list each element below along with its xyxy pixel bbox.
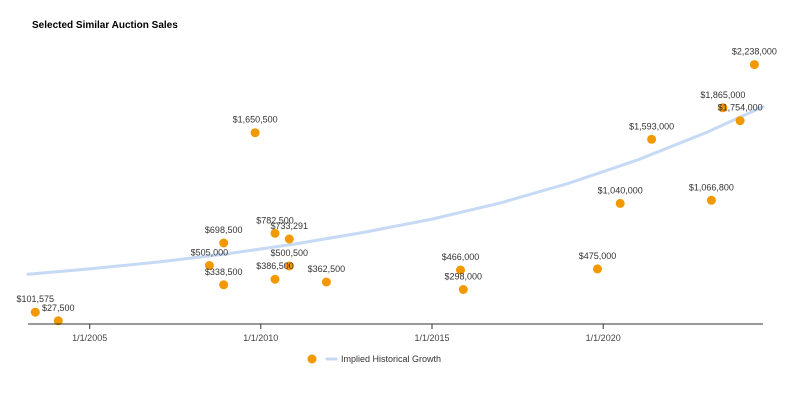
- data-point: [53, 316, 63, 326]
- data-label: $1,865,000: [700, 90, 745, 100]
- data-point: [284, 261, 294, 271]
- data-label: $2,238,000: [732, 47, 777, 57]
- data-label: $698,500: [205, 225, 243, 235]
- data-label: $1,066,800: [689, 182, 734, 192]
- data-point: [615, 198, 625, 208]
- data-point: [456, 265, 465, 275]
- x-tick-label: 1/1/2015: [414, 333, 449, 343]
- points-layer: [30, 60, 759, 326]
- chart-title: Selected Similar Auction Sales: [32, 20, 178, 31]
- data-point: [321, 277, 331, 287]
- x-tick-label: 1/1/2020: [586, 333, 621, 343]
- data-label: $362,500: [308, 264, 346, 274]
- data-point: [270, 274, 280, 284]
- data-point: [219, 280, 229, 290]
- data-label: $1,040,000: [598, 185, 643, 195]
- data-point: [250, 128, 260, 138]
- trend-layer: [26, 105, 765, 276]
- data-label: $733,291: [271, 221, 309, 231]
- data-point: [30, 307, 40, 317]
- data-label: $101,575: [17, 294, 55, 304]
- trend-line: [26, 105, 765, 276]
- legend: Implied Historical Growth: [307, 354, 441, 364]
- data-point: [593, 264, 602, 274]
- data-point: [718, 103, 728, 113]
- legend-marker-sales: [307, 354, 317, 364]
- data-label: $1,754,000: [718, 103, 763, 113]
- x-axis-ticks: 1/1/2005 1/1/2010 1/1/2015 1/1/2020: [72, 324, 621, 343]
- data-point: [270, 228, 280, 238]
- data-label: $386,500: [256, 261, 294, 271]
- x-tick-label: 1/1/2010: [243, 333, 278, 343]
- data-label: $505,000: [191, 248, 229, 258]
- data-label: $27,500: [42, 303, 75, 313]
- data-label: $782,500: [256, 215, 294, 225]
- data-label: $1,593,000: [629, 121, 674, 131]
- data-point: [204, 261, 214, 270]
- data-point: [458, 285, 468, 294]
- data-point: [647, 134, 657, 144]
- data-label: $298,000: [445, 272, 483, 282]
- data-point: [735, 116, 745, 126]
- data-label: $500,500: [271, 248, 309, 258]
- data-point: [219, 238, 229, 248]
- data-label: $466,000: [442, 252, 480, 262]
- data-point: [284, 234, 294, 244]
- data-label: $475,000: [579, 251, 617, 261]
- legend-label-growth: Implied Historical Growth: [341, 354, 441, 364]
- labels-layer: $101,575$27,500 $505,000 $698,500 $338,500 $…: [17, 47, 777, 313]
- data-point: [706, 195, 716, 205]
- data-label: $1,650,500: [233, 115, 278, 125]
- x-tick-label: 1/1/2005: [72, 333, 107, 343]
- data-point: [749, 60, 759, 70]
- data-label: $338,500: [205, 267, 243, 277]
